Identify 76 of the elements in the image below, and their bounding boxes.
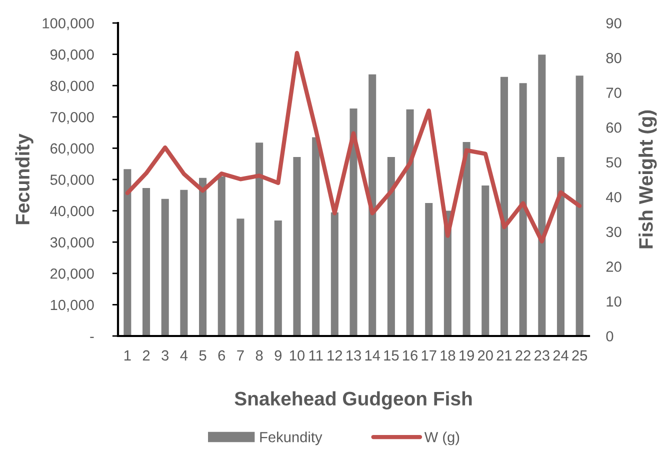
y-axis-title: Fecundity — [15, 134, 34, 224]
bar — [236, 218, 244, 336]
y2-tick-label: 80 — [606, 52, 622, 64]
bar — [482, 185, 490, 336]
x-tick-label: 18 — [440, 350, 456, 361]
bar — [500, 76, 508, 336]
x-tick-label: 8 — [256, 350, 263, 361]
x-tick-label: 15 — [384, 350, 399, 361]
y2-tick-label: 20 — [606, 262, 622, 272]
y2-tick-label: 70 — [606, 88, 622, 98]
legend-label: Fekundity — [260, 432, 322, 446]
bar — [576, 76, 584, 336]
x-tick-label: 12 — [328, 350, 342, 360]
y-tick-label: 20,000 — [50, 268, 94, 281]
x-tick-label: 4 — [180, 350, 188, 360]
bar — [256, 142, 264, 336]
y-tick-label: - — [90, 336, 94, 338]
x-tick-label: 3 — [162, 350, 169, 361]
legend-label: W (g) — [424, 432, 460, 446]
y2-tick-label: 10 — [606, 296, 622, 307]
x-tick-label: 9 — [274, 350, 282, 361]
x-tick-label: 1 — [124, 350, 131, 360]
x-tick-label: 6 — [218, 350, 226, 361]
x-tick-label: 19 — [460, 350, 474, 361]
y2-tick-label: 40 — [606, 192, 622, 202]
bar — [556, 156, 565, 336]
bar — [274, 220, 282, 336]
bar — [312, 137, 320, 336]
bar — [519, 83, 527, 336]
y-tick-label: 80,000 — [50, 80, 94, 93]
x-axis-title: Snakehead Gudgeon Fish — [234, 391, 472, 410]
bar — [218, 176, 226, 336]
y2-tick-label: 30 — [606, 226, 622, 238]
x-tick-label: 20 — [478, 350, 493, 361]
x-tick-label: 24 — [553, 350, 568, 360]
line-series — [125, 50, 582, 244]
y-tick-label: 90,000 — [50, 49, 94, 62]
x-tick-label: 16 — [403, 350, 418, 361]
y-tick-label: 60,000 — [50, 143, 94, 156]
x-tick-label: 10 — [290, 350, 305, 361]
x-tick-label: 25 — [572, 350, 588, 361]
bar — [425, 202, 433, 336]
y-tick-label: 100,000 — [42, 18, 94, 30]
x-tick-label: 21 — [496, 350, 512, 360]
y2-tick-label: 50 — [606, 157, 622, 168]
bar — [368, 74, 376, 336]
bar — [462, 142, 470, 336]
bar — [406, 109, 414, 336]
bar — [142, 188, 150, 336]
bar — [180, 190, 188, 336]
bar — [330, 212, 338, 336]
y-tick-label: 40,000 — [50, 206, 94, 218]
y-tick-label: 30,000 — [50, 237, 94, 250]
x-tick-label: 13 — [346, 350, 361, 361]
bar — [293, 156, 301, 336]
x-tick-label: 11 — [309, 350, 323, 360]
bar — [161, 198, 169, 336]
x-tick-label: 22 — [516, 350, 530, 360]
x-tick-label: 2 — [142, 350, 150, 360]
bar — [387, 156, 395, 336]
x-tick-label: 17 — [422, 350, 436, 360]
bar — [199, 178, 207, 336]
y2-tick-label: 0 — [606, 331, 614, 342]
y-tick-label: 50,000 — [50, 174, 94, 187]
bar — [350, 108, 358, 336]
x-tick-label: 14 — [365, 350, 380, 360]
y-tick-label: 70,000 — [50, 112, 94, 124]
x-tick-label: 5 — [199, 350, 206, 361]
bar — [124, 169, 132, 336]
y2-tick-label: 90 — [606, 18, 622, 28]
x-tick-label: 23 — [534, 350, 550, 361]
x-tick-label: 7 — [237, 350, 244, 360]
y2-axis-title: Fish Weight (g) — [638, 110, 657, 248]
y2-tick-label: 60 — [606, 122, 622, 133]
y-tick-label: 10,000 — [50, 300, 94, 312]
bar — [538, 54, 546, 336]
